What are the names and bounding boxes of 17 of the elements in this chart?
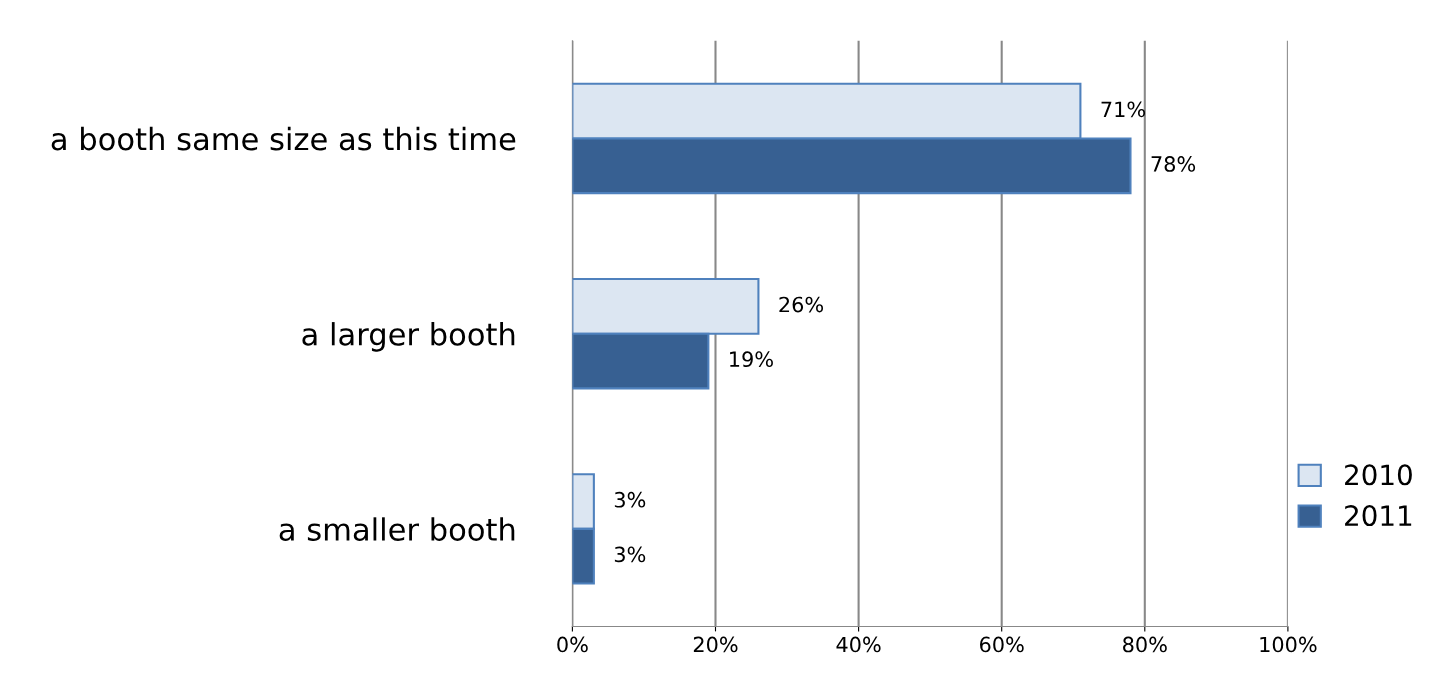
data-label: 3% (614, 491, 646, 508)
data-label: 19% (730, 351, 773, 368)
x-tick-label: 0% (557, 636, 588, 653)
x-tick-label: 80% (1123, 636, 1167, 653)
data-label: 26% (779, 296, 824, 313)
x-tick-label: 40% (836, 636, 881, 653)
x-tick-label: 60% (980, 636, 1024, 653)
y-tick-label: a booth same size as this time (51, 126, 516, 151)
legend-label: 2010 (1345, 464, 1412, 486)
data-label: 71% (1101, 101, 1145, 118)
x-tick-label: 20% (693, 636, 738, 653)
data-label: 78% (1151, 156, 1196, 172)
y-tick-label: a smaller booth (279, 517, 515, 541)
data-label: 3% (614, 546, 646, 563)
legend-label: 2011 (1345, 505, 1412, 527)
y-tick-label: a larger booth (302, 322, 515, 352)
x-tick-label: 100% (1260, 636, 1317, 653)
